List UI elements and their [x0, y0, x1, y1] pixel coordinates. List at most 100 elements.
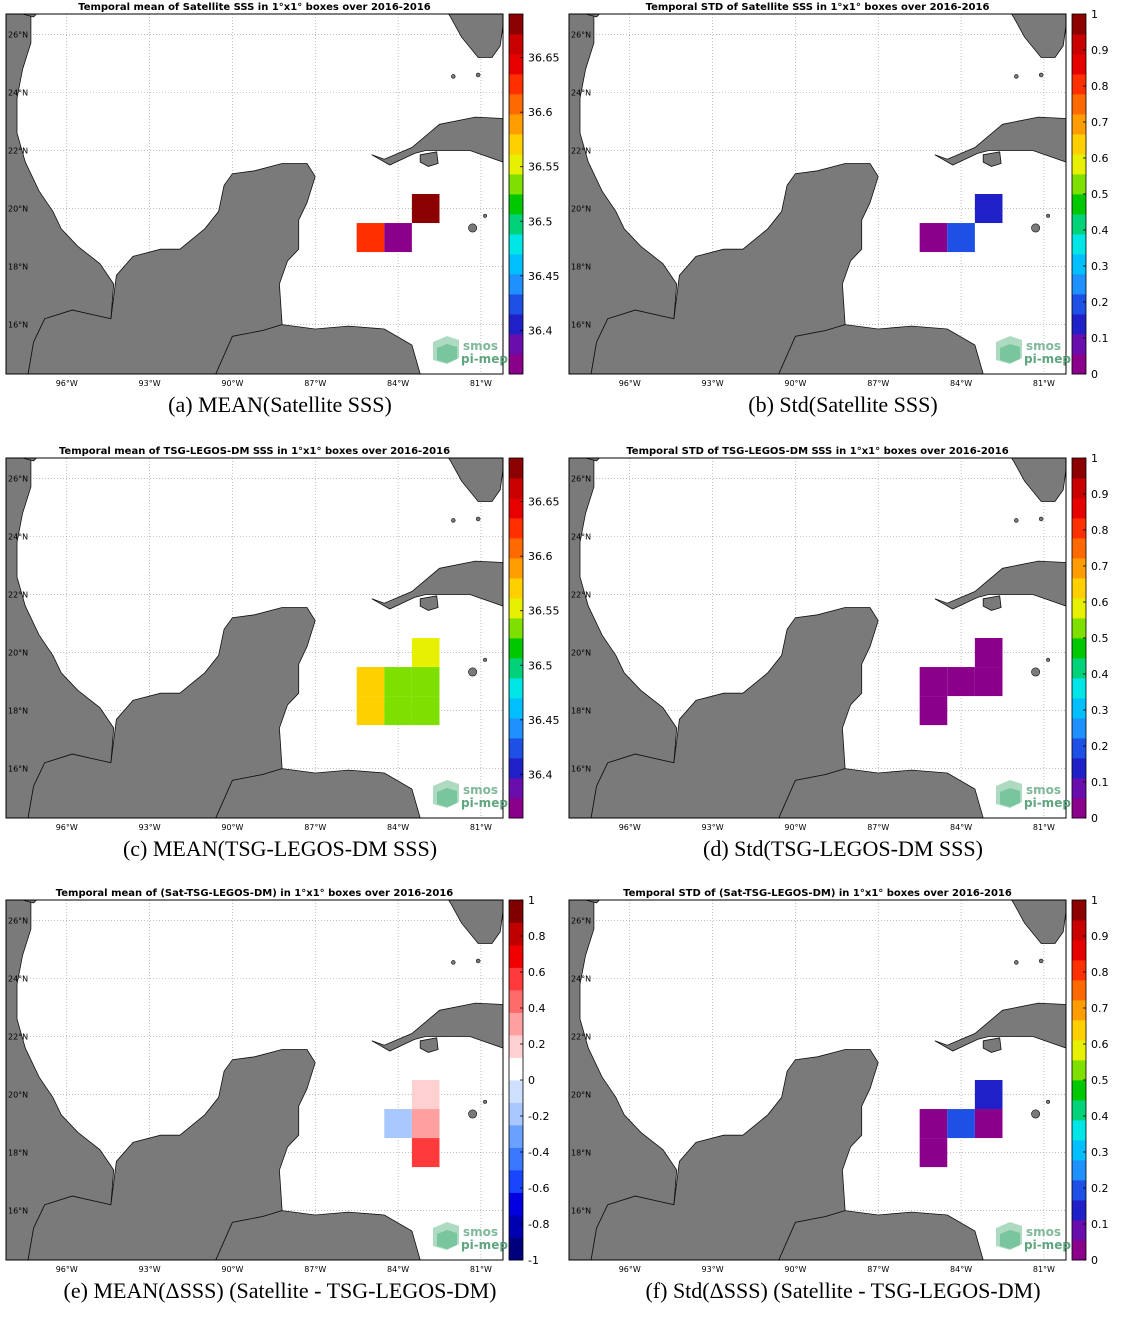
- isla-de-la-juventud-land: [982, 151, 1002, 167]
- us-gulf-coast-land: [22, 458, 503, 502]
- colorbar-tick-label: 0: [1091, 812, 1098, 825]
- lat-tick-label: 18°N: [571, 707, 591, 716]
- lat-tick-label: 18°N: [8, 263, 28, 272]
- small-island: [1031, 1109, 1041, 1119]
- colorbar-segment: [1072, 114, 1086, 135]
- lon-tick-label: 96°W: [56, 823, 78, 832]
- colorbar-segment: [1072, 458, 1086, 479]
- lon-tick-label: 96°W: [56, 1265, 78, 1274]
- colorbar-tick-label: 0.6: [1091, 152, 1109, 165]
- lat-tick-label: 26°N: [8, 916, 28, 925]
- colorbar-tick-label: 36.6: [528, 106, 553, 119]
- colorbar-tick-label: 0.2: [1091, 1182, 1109, 1195]
- data-cell: [919, 1109, 948, 1139]
- colorbar-tick-label: 0.2: [528, 1038, 546, 1051]
- colorbar-segment: [509, 134, 523, 155]
- colorbar-segment: [1072, 194, 1086, 215]
- colorbar-segment: [1072, 598, 1086, 619]
- lat-tick-label: 22°N: [8, 1032, 28, 1041]
- data-cell: [384, 667, 412, 697]
- colorbar-tick-label: 1: [1091, 452, 1098, 465]
- lat-tick-label: 26°N: [571, 474, 591, 483]
- small-island: [475, 72, 481, 78]
- colorbar-segment: [509, 558, 523, 579]
- lon-tick-label: 87°W: [867, 379, 889, 388]
- isla-de-la-juventud-land: [419, 595, 439, 611]
- panel-e: Temporal mean of (Sat-TSG-LEGOS-DM) in 1…: [0, 886, 560, 1323]
- us-gulf-coast-land: [585, 900, 1066, 944]
- colorbar-segment: [1072, 54, 1086, 75]
- logo-text-smos: smos: [463, 783, 498, 797]
- colorbar-segment: [509, 34, 523, 55]
- colorbar-segment: [1072, 900, 1086, 921]
- data-cell: [974, 1109, 1003, 1139]
- lon-tick-label: 93°W: [139, 1265, 161, 1274]
- colorbar-segment: [1072, 1200, 1086, 1221]
- panel-b: Temporal STD of Satellite SSS in 1°x1° b…: [563, 0, 1123, 437]
- colorbar-tick-label: 0.8: [1091, 524, 1109, 537]
- lat-tick-label: 16°N: [8, 765, 28, 774]
- colorbar-tick-label: 0: [1091, 368, 1098, 381]
- figure-caption: (d) Std(TSG-LEGOS-DM SSS): [703, 836, 983, 861]
- colorbar-segment: [1072, 254, 1086, 275]
- colorbar-segment: [509, 1035, 523, 1058]
- colorbar-segment: [1072, 1220, 1086, 1241]
- colorbar-segment: [509, 778, 523, 799]
- colorbar-segment: [509, 498, 523, 519]
- map-frame: [5, 899, 504, 1261]
- data-cell: [947, 223, 975, 253]
- colorbar-tick-label: 0.2: [1091, 296, 1109, 309]
- colorbar-segment: [1072, 618, 1086, 639]
- colorbar-segment: [509, 658, 523, 679]
- map-frame: [568, 899, 1067, 1261]
- colorbar: 1 0.9 0.8 0.7 0.6 0.5 0.4 0.3 0.2 0.1 0: [1071, 452, 1109, 825]
- colorbar-tick-label: 0.8: [1091, 80, 1109, 93]
- map-frame: [568, 13, 1067, 375]
- colorbar-segment: [1072, 94, 1086, 115]
- small-island: [483, 1099, 488, 1104]
- colorbar-segment: [509, 758, 523, 779]
- small-island: [451, 74, 456, 79]
- data-cell: [384, 223, 412, 253]
- colorbar-segment: [1072, 698, 1086, 719]
- colorbar-tick-label: 0.4: [1091, 1110, 1109, 1123]
- colorbar-tick-label: 36.5: [528, 215, 553, 228]
- logo-text-smos: smos: [1026, 339, 1061, 353]
- colorbar-segment: [509, 54, 523, 75]
- logo-text-smos: smos: [463, 1225, 498, 1239]
- colorbar-segment: [509, 578, 523, 599]
- lon-tick-label: 84°W: [387, 1265, 409, 1274]
- colorbar-segment: [509, 1012, 523, 1036]
- map-plot: Temporal mean of Satellite SSS in 1°x1° …: [5, 2, 560, 388]
- yucatan-land: [27, 1049, 316, 1260]
- colorbar-segment: [1072, 1020, 1086, 1041]
- small-island: [1014, 960, 1019, 965]
- lat-tick-label: 20°N: [8, 1091, 28, 1100]
- data-cell: [947, 1109, 975, 1139]
- panel-a: Temporal mean of Satellite SSS in 1°x1° …: [0, 0, 560, 437]
- colorbar-segment: [1072, 940, 1086, 961]
- isla-de-la-juventud-land: [982, 595, 1002, 611]
- colorbar-tick-label: 0.1: [1091, 1218, 1109, 1231]
- map-frame: [568, 457, 1067, 819]
- colorbar-segment: [509, 154, 523, 175]
- colorbar-tick-label: 36.4: [528, 324, 553, 337]
- colorbar-tick-label: 0.4: [528, 1002, 546, 1015]
- lat-tick-label: 16°N: [571, 765, 591, 774]
- colorbar-tick-label: 36.55: [528, 161, 560, 174]
- colorbar-tick-label: 0.3: [1091, 704, 1109, 717]
- us-gulf-coast-land: [585, 14, 1066, 58]
- lat-tick-label: 18°N: [8, 707, 28, 716]
- figure-caption: (c) MEAN(TSG-LEGOS-DM SSS): [122, 836, 438, 861]
- colorbar-segment: [509, 945, 523, 968]
- lon-tick-label: 93°W: [139, 379, 161, 388]
- small-island: [468, 667, 478, 677]
- data-cell: [384, 696, 412, 726]
- plot-title: Temporal mean of (Sat-TSG-LEGOS-DM) in 1…: [56, 888, 454, 899]
- colorbar-segment: [1072, 294, 1086, 315]
- data-cell: [411, 1109, 440, 1139]
- colorbar-segment: [1072, 798, 1086, 819]
- lat-tick-label: 16°N: [8, 321, 28, 330]
